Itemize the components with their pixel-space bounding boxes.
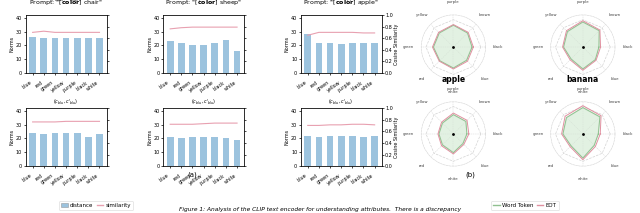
- Bar: [63, 133, 69, 166]
- Text: (b): (b): [465, 171, 476, 178]
- Title: Prompt: "[$\bf{color}$] chair": Prompt: "[$\bf{color}$] chair": [29, 0, 103, 7]
- Bar: [74, 39, 81, 73]
- Bar: [52, 39, 58, 73]
- Bar: [96, 134, 103, 166]
- Bar: [234, 51, 241, 73]
- Bar: [223, 138, 229, 166]
- Bar: [349, 43, 356, 73]
- Bar: [371, 43, 378, 73]
- Bar: [349, 136, 356, 166]
- Bar: [200, 45, 207, 73]
- Legend: Word Token, EOT: Word Token, EOT: [491, 201, 559, 210]
- Bar: [305, 136, 311, 166]
- Title: Prompt: "[$\bf{color}$] sheep": Prompt: "[$\bf{color}$] sheep": [165, 0, 242, 7]
- Polygon shape: [563, 108, 600, 158]
- Bar: [234, 140, 241, 166]
- Bar: [371, 136, 378, 166]
- Text: Figure 1: Analysis of the CLIP text encoder for understanding attributes.  There: Figure 1: Analysis of the CLIP text enco…: [179, 207, 461, 212]
- Y-axis label: Cosine Similarity: Cosine Similarity: [394, 116, 399, 158]
- Bar: [360, 43, 367, 73]
- Y-axis label: Norms: Norms: [285, 129, 290, 145]
- Legend: distance, similarity: distance, similarity: [59, 201, 133, 210]
- Y-axis label: Norms: Norms: [147, 36, 152, 52]
- Bar: [29, 133, 36, 166]
- Title: $(c_{blu},c'_{blu})$: $(c_{blu},c'_{blu})$: [53, 98, 79, 107]
- Bar: [74, 133, 81, 166]
- Bar: [360, 137, 367, 166]
- Y-axis label: Cosine Similarity: Cosine Similarity: [394, 23, 399, 65]
- Bar: [40, 134, 47, 166]
- Title: banana: banana: [567, 75, 599, 84]
- Bar: [96, 39, 103, 73]
- Polygon shape: [564, 22, 599, 69]
- Y-axis label: Norms: Norms: [285, 36, 290, 52]
- Bar: [305, 34, 311, 73]
- Title: $(c_{blu},c'_{blu})$: $(c_{blu},c'_{blu})$: [328, 98, 354, 107]
- Bar: [316, 137, 322, 166]
- Bar: [85, 39, 92, 73]
- Bar: [167, 137, 173, 166]
- Title: $(c_{blu},c'_{blu})$: $(c_{blu},c'_{blu})$: [191, 98, 216, 107]
- Text: $(c_{apple},c'_{apple})$: $(c_{apple},c'_{apple})$: [324, 0, 358, 4]
- Bar: [338, 136, 344, 166]
- Bar: [326, 136, 333, 166]
- Bar: [200, 137, 207, 166]
- Text: $(c_{sheep},c'_{sheep})$: $(c_{sheep},c'_{sheep})$: [186, 0, 221, 4]
- Title: Prompt: "[$\bf{color}$] apple": Prompt: "[$\bf{color}$] apple": [303, 0, 379, 7]
- Text: $(c_{chair},c'_{chair})$: $(c_{chair},c'_{chair})$: [50, 0, 82, 4]
- Text: (a): (a): [187, 171, 197, 178]
- Y-axis label: Norms: Norms: [10, 129, 15, 145]
- Bar: [189, 45, 196, 73]
- Y-axis label: Norms: Norms: [10, 36, 15, 52]
- Bar: [316, 43, 322, 73]
- Polygon shape: [433, 25, 472, 68]
- Bar: [167, 41, 173, 73]
- Bar: [326, 43, 333, 73]
- Bar: [189, 137, 196, 166]
- Bar: [211, 137, 218, 166]
- Y-axis label: Norms: Norms: [147, 129, 152, 145]
- Bar: [178, 43, 185, 73]
- Bar: [223, 40, 229, 73]
- Bar: [63, 39, 69, 73]
- Bar: [29, 37, 36, 73]
- Title: apple: apple: [442, 75, 465, 84]
- Polygon shape: [439, 115, 467, 153]
- Bar: [338, 44, 344, 73]
- Bar: [40, 39, 47, 73]
- Bar: [52, 133, 58, 166]
- Bar: [211, 43, 218, 73]
- Bar: [85, 137, 92, 166]
- Bar: [178, 138, 185, 166]
